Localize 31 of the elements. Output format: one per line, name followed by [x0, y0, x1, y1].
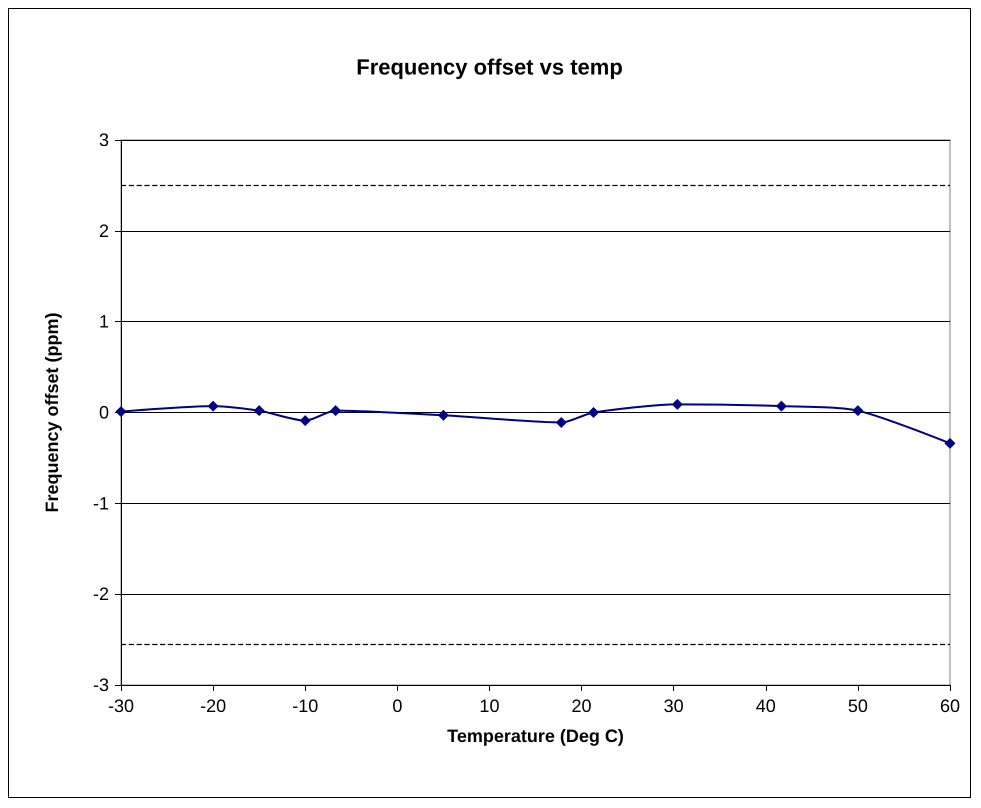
- x-tick-label: 50: [848, 696, 868, 716]
- x-tick-label: -30: [108, 696, 134, 716]
- point: [254, 405, 265, 416]
- y-tick-label: 3: [98, 130, 109, 150]
- x-axis-title: Temperature (Deg C): [447, 726, 624, 746]
- point: [944, 438, 956, 449]
- point: [438, 410, 449, 421]
- chart-title: Frequency offset vs temp: [356, 54, 623, 80]
- point: [330, 405, 342, 416]
- point: [672, 398, 683, 410]
- y-tick-label: -1: [92, 493, 109, 514]
- x-tick-label: 40: [756, 696, 776, 716]
- point: [852, 405, 864, 416]
- y-tick-label: 2: [98, 220, 109, 241]
- x-tick-label: 60: [940, 696, 960, 716]
- point: [556, 416, 567, 428]
- x-tick-label: -10: [292, 696, 318, 716]
- y-axis-title: Frequency offset (ppm): [42, 312, 62, 513]
- x-tick-label: 0: [392, 696, 402, 716]
- y-tick-label: 1: [98, 312, 109, 332]
- point: [300, 415, 311, 426]
- y-tick-label: -3: [92, 675, 109, 695]
- y-tick-label: -2: [92, 584, 109, 604]
- x-tick-label: 30: [664, 696, 684, 716]
- x-tick-label: 20: [572, 696, 592, 716]
- y-tick-label: 0: [98, 402, 109, 422]
- x-tick-label: -20: [200, 696, 226, 716]
- point: [588, 407, 600, 418]
- point: [208, 400, 219, 412]
- x-tick-label: 10: [479, 696, 500, 716]
- point: [776, 400, 787, 412]
